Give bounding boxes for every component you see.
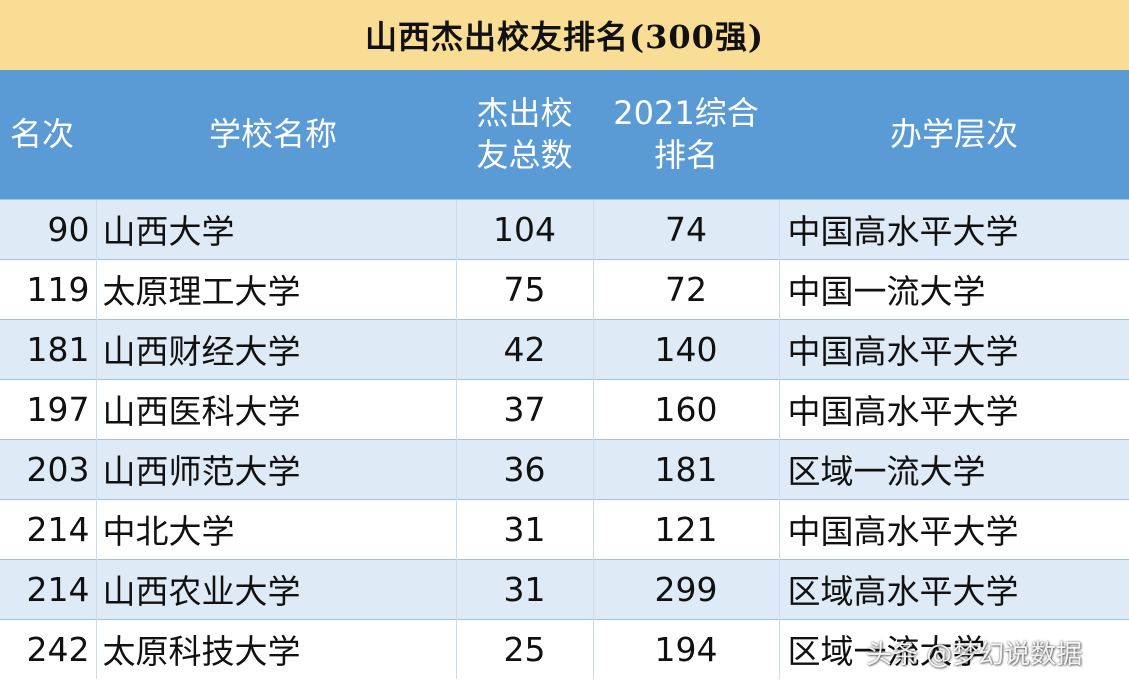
table-row: 214 中北大学 31 121 中国高水平大学 [0,498,1129,559]
cell-school: 山西农业大学 [95,558,456,619]
header-school: 学校名称 [208,115,337,154]
table-row: 214 山西农业大学 31 299 区域高水平大学 [0,558,1129,619]
cell-school: 太原理工大学 [95,258,456,319]
table-row: 242 太原科技大学 25 194 区域一流大学 [0,618,1129,679]
cell-rank: 90 [0,198,96,259]
header-total-line1: 杰出校 [476,94,573,133]
table-row: 203 山西师范大学 36 181 区域一流大学 [0,438,1129,499]
table-row: 90 山西大学 104 74 中国高水平大学 [0,198,1129,259]
cell-school: 中北大学 [95,498,456,559]
cell-school: 太原科技大学 [95,618,456,679]
cell-rank: 119 [0,258,96,319]
table-body: 90 山西大学 104 74 中国高水平大学 119 太原理工大学 75 72 … [0,198,1129,679]
cell-total: 75 [455,258,593,319]
table-row: 119 太原理工大学 75 72 中国一流大学 [0,258,1129,319]
cell-level: 区域一流大学 [778,618,1129,679]
header-total-line2: 友总数 [476,136,573,175]
cell-total: 36 [455,438,593,499]
cell-rank: 214 [0,498,96,559]
header-row: 名次 学校名称 杰出校 友总数 2021综合 排名 办学层次 [0,70,1129,199]
cell-rank: 203 [0,438,96,499]
cell-total: 42 [455,318,593,379]
cell-total: 37 [455,378,593,439]
cell-rank-2021: 299 [592,558,779,619]
cell-school: 山西大学 [95,198,456,259]
table-header: 名次 学校名称 杰出校 友总数 2021综合 排名 办学层次 [0,70,1129,199]
cell-total: 31 [455,498,593,559]
cell-level: 区域高水平大学 [778,558,1129,619]
cell-level: 中国高水平大学 [778,498,1129,559]
table-row: 181 山西财经大学 42 140 中国高水平大学 [0,318,1129,379]
header-level: 办学层次 [889,115,1018,154]
title-bar: 山西杰出校友排名(300强) [0,0,1129,71]
cell-rank-2021: 181 [592,438,779,499]
cell-rank-2021: 194 [592,618,779,679]
header-rank2021-line1: 2021综合 [613,94,759,133]
cell-school: 山西师范大学 [95,438,456,499]
cell-rank: 214 [0,558,96,619]
cell-level: 中国一流大学 [778,258,1129,319]
cell-school: 山西财经大学 [95,318,456,379]
cell-rank: 181 [0,318,96,379]
page-title: 山西杰出校友排名(300强) [364,18,765,56]
cell-level: 中国高水平大学 [778,318,1129,379]
cell-level: 区域一流大学 [778,438,1129,499]
watermark: 头条 @梦幻说数据 [866,640,1083,670]
cell-rank-2021: 121 [592,498,779,559]
header-total-alumni: 杰出校 友总数 [456,70,593,199]
ranking-table: 名次 学校名称 杰出校 友总数 2021综合 排名 办学层次 90 山西大学 1… [0,70,1129,679]
cell-rank-2021: 160 [592,378,779,439]
cell-total: 25 [455,618,593,679]
header-rank-2021: 2021综合 排名 [593,70,779,199]
cell-rank-2021: 140 [592,318,779,379]
cell-rank: 197 [0,378,96,439]
cell-level: 中国高水平大学 [778,378,1129,439]
cell-total: 104 [455,198,593,259]
header-rank: 名次 [10,115,75,154]
cell-school: 山西医科大学 [95,378,456,439]
cell-rank-2021: 72 [592,258,779,319]
cell-total: 31 [455,558,593,619]
cell-rank: 242 [0,618,96,679]
header-rank2021-line2: 排名 [653,136,718,175]
cell-level: 中国高水平大学 [778,198,1129,259]
cell-rank-2021: 74 [592,198,779,259]
table-row: 197 山西医科大学 37 160 中国高水平大学 [0,378,1129,439]
